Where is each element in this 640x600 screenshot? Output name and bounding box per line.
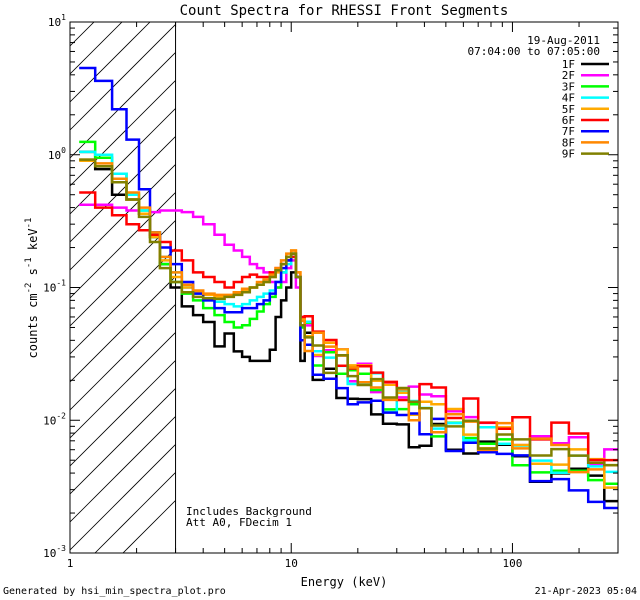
footer-timestamp: 21-Apr-2023 05:04 — [535, 586, 637, 597]
y-label-part: counts cm — [26, 293, 40, 358]
y-axis-ticks: 10-3 10-2 10-1 100 101 — [43, 13, 618, 560]
hatch-line — [70, 22, 123, 75]
series-4F-line — [79, 150, 618, 474]
hatch-line — [70, 332, 176, 439]
y-tick-label: 10-2 — [43, 411, 66, 427]
hatch-line — [70, 24, 176, 131]
footer-generated-by: Generated by hsi_min_spectra_plot.pro — [3, 586, 226, 597]
hatch-line — [70, 360, 176, 467]
annotation-attenuator: Att A0, FDecim 1 — [186, 516, 292, 529]
legend-time-range: 07:04:00 to 07:05:00 — [468, 45, 600, 58]
y-label-exp: -2 — [24, 283, 34, 294]
hatch-line — [70, 416, 176, 523]
legend-label: 7F — [562, 125, 575, 138]
x-tick-label: 100 — [503, 557, 523, 570]
hatch-line — [70, 52, 176, 159]
y-tick-label: 10-1 — [43, 279, 66, 295]
legend-label: 9F — [562, 148, 575, 161]
annotation-background: Includes Background — [186, 505, 312, 518]
legend-label: 3F — [562, 80, 575, 93]
hatch-line — [70, 444, 176, 551]
series-8F-line — [79, 158, 618, 474]
hatch-line — [70, 388, 176, 495]
series-9F-line — [79, 158, 618, 467]
legend-label: 1F — [562, 58, 575, 71]
legend-label: 2F — [562, 69, 575, 82]
y-tick-label: 100 — [48, 146, 66, 162]
y-label-part: s — [26, 268, 40, 282]
series-group — [79, 66, 618, 510]
x-tick-label: 1 — [67, 557, 74, 570]
hatch-line — [70, 136, 176, 243]
y-tick-label: 101 — [48, 13, 66, 29]
legend-label: 6F — [562, 114, 575, 127]
hatch-line — [70, 164, 176, 271]
hatch-line — [122, 500, 176, 553]
hatch-line — [70, 192, 176, 299]
series-1F-line — [79, 150, 618, 503]
y-label-exp: -1 — [24, 257, 34, 268]
x-tick-label: 10 — [285, 557, 298, 570]
hatch-line — [70, 276, 176, 383]
excluded-energy-hatch — [70, 0, 177, 553]
legend-date: 19-Aug-2011 — [527, 34, 600, 47]
chart-title: Count Spectra for RHESSI Front Segments — [180, 3, 509, 19]
legend-label: 4F — [562, 92, 575, 105]
hatch-line — [70, 0, 176, 18]
legend-label: 5F — [562, 103, 575, 116]
y-tick-label: 10-3 — [43, 544, 66, 560]
hatch-line — [70, 22, 151, 103]
hatch-line — [70, 80, 176, 187]
hatch-line — [70, 304, 176, 411]
legend-label: 8F — [562, 136, 575, 149]
hatch-line — [70, 248, 176, 355]
hatch-line — [94, 472, 176, 553]
series-7F-line — [79, 66, 618, 510]
x-axis-ticks: 1 10 100 — [67, 22, 619, 570]
y-axis-label: counts cm-2 s-1 keV-1 — [24, 218, 40, 359]
y-label-exp: -1 — [24, 218, 34, 229]
x-axis-label: Energy (keV) — [301, 575, 388, 589]
hatch-line — [70, 108, 176, 215]
y-label-part: keV — [26, 228, 40, 257]
hatch-line — [70, 22, 95, 47]
